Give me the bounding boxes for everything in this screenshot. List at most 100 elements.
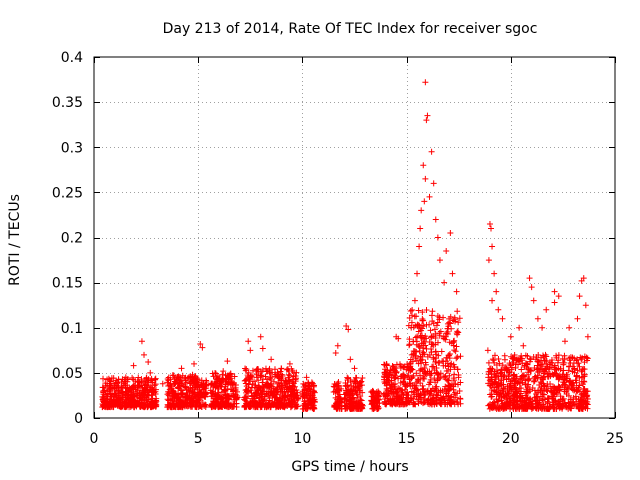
data-point [393,400,400,407]
data-point [534,315,541,322]
data-point [99,396,106,403]
data-point [200,386,207,393]
data-point [351,365,358,372]
data-point [553,391,560,398]
data-point [427,376,434,383]
data-point [505,390,512,397]
data-point [566,324,573,331]
data-point [225,379,232,386]
data-point [220,399,227,406]
data-point [141,402,148,409]
data-point [180,399,187,406]
data-point [199,381,206,388]
data-point [524,388,531,395]
data-point [553,386,560,393]
data-point [333,400,340,407]
data-point [118,388,125,395]
data-point [551,364,558,371]
data-point [266,383,273,390]
data-point [428,333,435,340]
data-point [179,390,186,397]
data-point [345,375,352,382]
data-point [419,325,426,332]
data-point [411,401,418,408]
data-point [423,345,430,352]
data-point [572,393,579,400]
data-point [111,382,118,389]
data-point [416,322,423,329]
data-point [400,379,407,386]
data-point [177,386,184,393]
data-point [145,359,152,366]
data-point [278,371,285,378]
y-tick-label: 0.25 [52,185,83,201]
data-point [416,243,423,250]
axis-ticks: 0 5 10 15 20 25 0 0.05 0.1 0.15 0.2 0.25 0.3 0.35 0.4 [52,50,624,447]
data-point [355,383,362,390]
data-point [485,359,492,366]
data-point [384,374,391,381]
data-point [224,374,231,381]
data-point [356,387,363,394]
data-point [494,369,501,376]
data-point [449,270,456,277]
data-point [548,357,555,364]
data-point [110,403,117,410]
data-point [224,358,231,365]
data-point [137,394,144,401]
data-point [531,377,538,384]
data-point [359,375,366,382]
data-point [537,378,544,385]
data-point [454,381,461,388]
data-point [282,384,289,391]
data-point [263,376,270,383]
data-point [513,398,520,405]
data-point [388,367,395,374]
data-point [311,389,318,396]
data-point [208,380,215,387]
data-point [406,336,413,343]
data-point [122,403,129,410]
data-point [433,322,440,329]
data-point [242,367,249,374]
data-point [176,380,183,387]
y-tick-label: 0.4 [61,50,83,66]
data-point [265,403,272,410]
data-point [198,377,205,384]
data-point [102,383,109,390]
data-point [279,389,286,396]
data-point [491,352,498,359]
data-point [420,317,427,324]
data-point [207,387,214,394]
data-point [217,382,224,389]
data-point [573,402,580,409]
data-point [269,369,276,376]
data-point [259,379,266,386]
data-point [404,392,411,399]
data-point [270,378,277,385]
data-point [201,385,208,392]
data-point [501,352,508,359]
data-point [210,373,217,380]
data-point [544,405,551,412]
data-point [518,366,525,373]
data-point [530,297,537,304]
data-point [170,388,177,395]
data-point [274,384,281,391]
data-point [452,380,459,387]
data-point [455,329,462,336]
data-point [224,381,231,388]
data-point [436,330,443,337]
data-point [432,334,439,341]
data-point [451,377,458,384]
data-point [429,318,436,325]
data-point [198,403,205,410]
data-point [417,372,424,379]
data-point [349,391,356,398]
data-point [410,389,417,396]
data-point [538,387,545,394]
data-point [299,388,306,395]
data-point [257,373,264,380]
data-point [564,404,571,411]
data-point [196,392,203,399]
